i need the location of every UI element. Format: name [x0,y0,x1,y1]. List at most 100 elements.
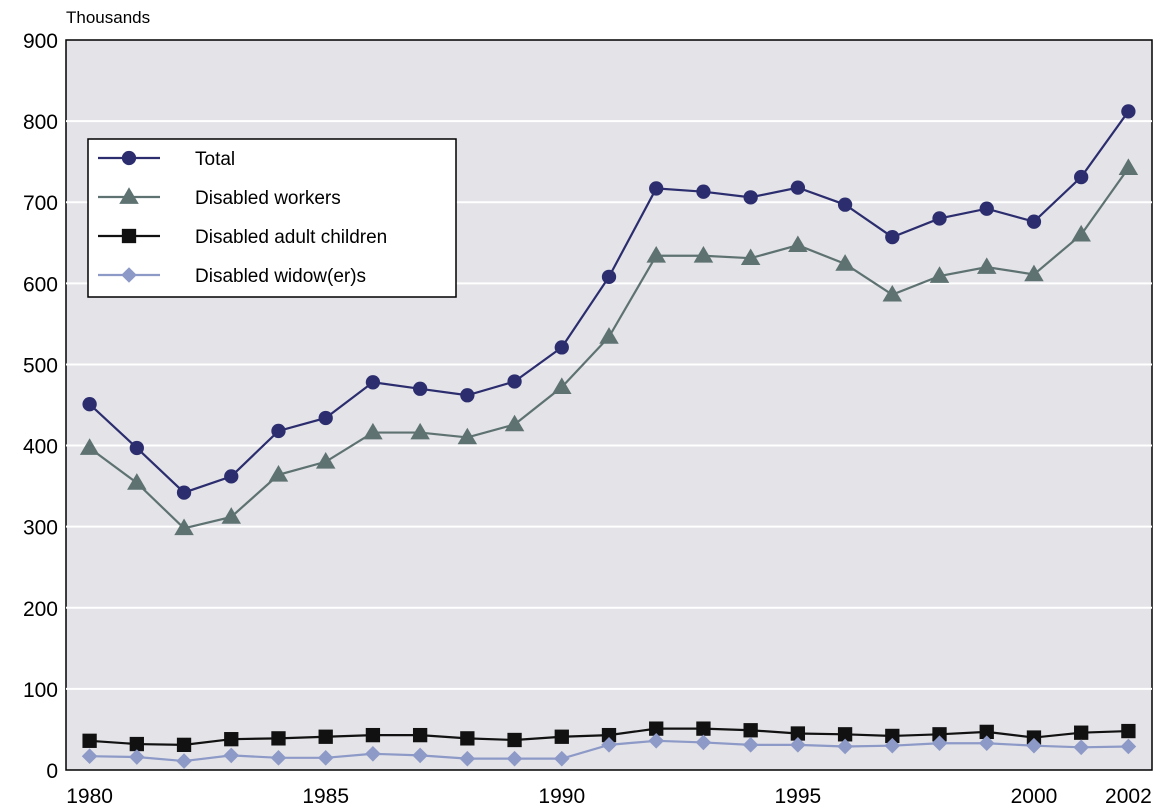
data-point [696,721,711,736]
data-point [553,750,570,767]
data-point [270,750,287,766]
data-point [1024,264,1044,282]
y-unit-label: Thousands [66,8,150,27]
legend-marker [121,150,137,166]
data-point [459,750,476,767]
x-tick-label: 2000 [1011,785,1058,808]
data-point [1121,723,1136,739]
data-point [365,745,381,762]
data-point [790,726,806,741]
legend-marker [119,187,139,204]
data-point [790,737,806,753]
data-point [1071,224,1091,242]
data-point [743,190,758,205]
data-point [176,485,192,500]
data-point [224,469,239,484]
series-1 [79,158,1139,536]
series-3 [81,733,1137,769]
data-point [223,747,240,764]
data-point [365,727,381,743]
data-point [271,731,286,746]
data-point [885,728,900,744]
data-point [412,381,428,396]
y-tick-label: 700 [23,192,58,215]
data-point [504,414,525,432]
x-tick-label: 2002 [1105,785,1152,808]
data-point [599,327,619,344]
data-point [129,736,144,752]
series-2 [82,721,1136,753]
data-point [412,747,428,764]
data-point [835,254,855,271]
legend-marker [121,267,137,283]
data-point [837,727,853,742]
data-point [882,284,903,302]
data-point [932,211,947,226]
data-point [837,738,853,755]
legend-item: Total [98,149,235,170]
data-point [363,422,383,440]
data-point [412,727,428,743]
data-point [318,410,333,426]
y-tick-label: 400 [23,436,58,459]
data-point [979,201,994,216]
data-point [837,197,853,212]
data-point [81,748,98,765]
data-point [696,184,711,199]
data-point [1026,737,1042,754]
data-point [1074,169,1089,185]
y-tick-label: 900 [23,30,58,53]
x-tick-label: 1985 [302,785,349,808]
data-point [929,266,950,283]
legend-item: Disabled workers [98,187,341,209]
x-tick-label: 1995 [775,785,822,808]
data-point [740,248,761,266]
x-tick-label: 1990 [538,785,585,808]
data-point [601,737,617,753]
data-point [365,375,381,390]
data-point [271,423,286,439]
data-point [82,733,97,748]
legend-item: Disabled widow(er)s [98,266,366,287]
y-axis-ticks: 0 100 200 300 400 500 600 700 800 900 [23,30,58,783]
legend-box [87,138,457,298]
data-point [884,737,901,754]
data-point [979,724,994,740]
data-point [976,257,997,274]
data-point [507,732,522,748]
data-point [268,465,289,482]
data-point [646,246,666,263]
data-point [742,737,759,753]
data-point [693,246,714,263]
y-tick-label: 300 [23,517,58,540]
data-point [410,422,430,440]
y-tick-label: 500 [23,354,58,377]
legend: Total Disabled workers Disabled adult chil… [87,138,457,298]
data-point [1074,725,1089,740]
y-tick-label: 0 [46,760,58,783]
data-point [79,438,100,455]
series-0 [82,104,1136,500]
data-point [1120,738,1137,755]
data-point [1026,214,1042,229]
data-point [931,735,948,752]
data-point [506,750,523,767]
data-point [932,727,947,742]
data-point [176,737,192,753]
data-point [978,735,995,752]
x-tick-label: 1980 [66,785,113,808]
legend-label: Disabled widow(er)s [195,266,366,287]
data-point [507,374,522,389]
data-point [648,733,665,749]
legend-label: Total [195,149,235,170]
data-point [460,388,475,403]
legend-marker [121,228,137,244]
data-point [129,440,144,456]
data-point [174,518,194,536]
data-point [695,734,712,751]
data-point [554,729,569,744]
y-tick-label: 800 [23,111,58,134]
y-tick-label: 200 [23,598,58,621]
data-point [221,507,242,524]
